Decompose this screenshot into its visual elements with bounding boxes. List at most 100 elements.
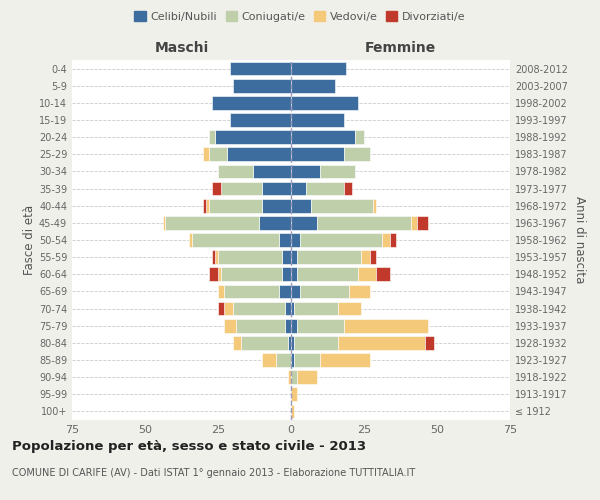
Bar — [291, 199, 311, 212]
Bar — [370, 250, 376, 264]
Bar — [291, 113, 344, 127]
Bar — [192, 233, 280, 247]
Bar — [291, 233, 300, 247]
Bar — [212, 182, 221, 196]
Bar — [291, 404, 294, 418]
Bar — [291, 336, 294, 349]
Bar — [280, 284, 291, 298]
Bar — [344, 182, 352, 196]
Bar — [288, 370, 291, 384]
Bar — [311, 199, 373, 212]
Bar — [209, 199, 262, 212]
Y-axis label: Anni di nascita: Anni di nascita — [573, 196, 586, 284]
Bar — [294, 353, 320, 367]
Bar — [361, 250, 370, 264]
Bar — [376, 268, 390, 281]
Legend: Celibi/Nubili, Coniugati/e, Vedovi/e, Divorziati/e: Celibi/Nubili, Coniugati/e, Vedovi/e, Di… — [131, 8, 469, 25]
Bar — [218, 268, 221, 281]
Y-axis label: Fasce di età: Fasce di età — [23, 205, 36, 275]
Bar — [189, 233, 192, 247]
Bar — [259, 216, 291, 230]
Bar — [253, 164, 291, 178]
Text: Maschi: Maschi — [154, 41, 209, 55]
Bar — [163, 216, 166, 230]
Bar — [291, 130, 355, 144]
Bar — [355, 130, 364, 144]
Bar — [297, 250, 361, 264]
Bar — [236, 319, 285, 332]
Bar — [218, 284, 224, 298]
Bar — [317, 216, 411, 230]
Bar — [291, 62, 346, 76]
Bar — [291, 216, 317, 230]
Bar — [373, 199, 376, 212]
Bar — [305, 182, 344, 196]
Bar — [230, 113, 291, 127]
Bar — [262, 182, 291, 196]
Bar — [241, 336, 288, 349]
Bar — [218, 302, 224, 316]
Bar — [215, 130, 291, 144]
Bar — [233, 79, 291, 92]
Bar — [282, 268, 291, 281]
Bar — [212, 96, 291, 110]
Bar — [206, 199, 209, 212]
Bar — [203, 148, 209, 161]
Bar — [338, 336, 425, 349]
Bar — [291, 250, 297, 264]
Bar — [233, 302, 285, 316]
Bar — [291, 182, 305, 196]
Bar — [291, 319, 297, 332]
Text: COMUNE DI CARIFE (AV) - Dati ISTAT 1° gennaio 2013 - Elaborazione TUTTITALIA.IT: COMUNE DI CARIFE (AV) - Dati ISTAT 1° ge… — [12, 468, 415, 477]
Text: Popolazione per età, sesso e stato civile - 2013: Popolazione per età, sesso e stato civil… — [12, 440, 366, 453]
Bar — [285, 319, 291, 332]
Bar — [294, 302, 338, 316]
Bar — [221, 182, 262, 196]
Bar — [215, 250, 218, 264]
Bar — [320, 353, 370, 367]
Bar — [291, 353, 294, 367]
Bar — [212, 250, 215, 264]
Bar — [280, 233, 291, 247]
Bar — [300, 284, 349, 298]
Bar — [291, 268, 297, 281]
Bar — [425, 336, 434, 349]
Bar — [349, 284, 370, 298]
Bar — [297, 370, 317, 384]
Bar — [262, 199, 291, 212]
Bar — [416, 216, 428, 230]
Bar — [338, 302, 361, 316]
Bar — [218, 250, 282, 264]
Bar — [300, 233, 382, 247]
Bar — [285, 302, 291, 316]
Bar — [209, 268, 218, 281]
Bar — [297, 268, 358, 281]
Bar — [233, 336, 241, 349]
Bar — [344, 148, 370, 161]
Bar — [166, 216, 259, 230]
Bar — [224, 284, 280, 298]
Bar — [291, 96, 358, 110]
Bar — [203, 199, 206, 212]
Bar — [291, 370, 297, 384]
Bar — [382, 233, 390, 247]
Bar — [218, 164, 253, 178]
Bar — [291, 302, 294, 316]
Bar — [291, 148, 344, 161]
Bar — [282, 250, 291, 264]
Bar — [224, 302, 233, 316]
Bar — [288, 336, 291, 349]
Bar — [224, 319, 236, 332]
Text: Femmine: Femmine — [365, 41, 436, 55]
Bar — [291, 79, 335, 92]
Bar — [291, 284, 300, 298]
Bar — [344, 319, 428, 332]
Bar — [390, 233, 396, 247]
Bar — [291, 388, 297, 401]
Bar — [227, 148, 291, 161]
Bar — [209, 130, 215, 144]
Bar — [294, 336, 338, 349]
Bar — [221, 268, 282, 281]
Bar — [277, 353, 291, 367]
Bar — [320, 164, 355, 178]
